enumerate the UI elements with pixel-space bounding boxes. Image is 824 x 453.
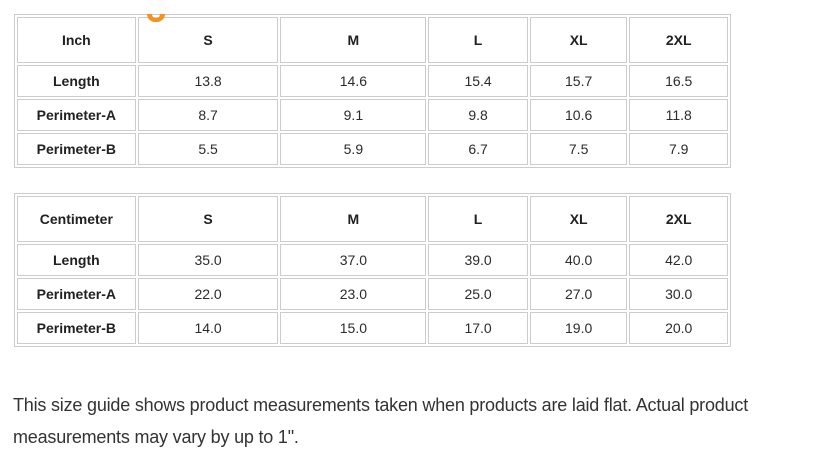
measurement-value: 39.0 bbox=[428, 244, 528, 276]
measurement-value: 7.9 bbox=[629, 133, 728, 165]
size-col-header-l: L bbox=[428, 17, 528, 63]
size-col-header-2xl: 2XL bbox=[629, 17, 728, 63]
size-col-header-m: M bbox=[280, 196, 427, 242]
measurement-value: 9.8 bbox=[428, 99, 528, 131]
measurement-row-perimeter-b: Perimeter-B 14.0 15.0 17.0 19.0 20.0 bbox=[17, 312, 728, 344]
size-col-header-l: L bbox=[428, 196, 528, 242]
measurement-value: 7.5 bbox=[529, 133, 628, 165]
measurement-value: 23.0 bbox=[280, 278, 427, 310]
unit-header-cell: Centimeter bbox=[17, 196, 136, 242]
centimeter-header-row: Centimeter S M L XL 2XL bbox=[17, 196, 728, 242]
measurement-value: 14.0 bbox=[137, 312, 279, 344]
measurement-value: 27.0 bbox=[529, 278, 628, 310]
measurement-value: 22.0 bbox=[137, 278, 279, 310]
measurement-value: 40.0 bbox=[529, 244, 628, 276]
measurement-value: 11.8 bbox=[629, 99, 728, 131]
row-label: Perimeter-B bbox=[17, 133, 136, 165]
measurement-value: 19.0 bbox=[529, 312, 628, 344]
measurement-value: 13.8 bbox=[137, 65, 279, 97]
inch-size-table: Inch S M L XL 2XL Length 13.8 14.6 15.4 … bbox=[14, 14, 731, 168]
measurement-value: 42.0 bbox=[629, 244, 728, 276]
measurement-value: 9.1 bbox=[280, 99, 427, 131]
centimeter-size-table: Centimeter S M L XL 2XL Length 35.0 37.0… bbox=[14, 193, 731, 347]
measurement-value: 25.0 bbox=[428, 278, 528, 310]
measurement-row-perimeter-a: Perimeter-A 22.0 23.0 25.0 27.0 30.0 bbox=[17, 278, 728, 310]
size-guide-page: { "decoration": { "partial_heading_glyph… bbox=[0, 14, 824, 453]
measurement-value: 20.0 bbox=[629, 312, 728, 344]
partial-heading-g-descender-icon bbox=[147, 14, 165, 22]
measurement-value: 14.6 bbox=[280, 65, 427, 97]
row-label: Perimeter-A bbox=[17, 99, 136, 131]
measurement-value: 15.7 bbox=[529, 65, 628, 97]
measurement-value: 17.0 bbox=[428, 312, 528, 344]
size-col-header-s: S bbox=[137, 196, 279, 242]
measurement-value: 10.6 bbox=[529, 99, 628, 131]
measurement-value: 37.0 bbox=[280, 244, 427, 276]
measurement-value: 5.5 bbox=[137, 133, 279, 165]
measurement-row-perimeter-a: Perimeter-A 8.7 9.1 9.8 10.6 11.8 bbox=[17, 99, 728, 131]
row-label: Perimeter-B bbox=[17, 312, 136, 344]
measurement-value: 30.0 bbox=[629, 278, 728, 310]
row-label: Length bbox=[17, 244, 136, 276]
measurement-value: 8.7 bbox=[137, 99, 279, 131]
row-label: Length bbox=[17, 65, 136, 97]
measurement-row-length: Length 13.8 14.6 15.4 15.7 16.5 bbox=[17, 65, 728, 97]
measurement-value: 5.9 bbox=[280, 133, 427, 165]
measurement-value: 35.0 bbox=[137, 244, 279, 276]
inch-header-row: Inch S M L XL 2XL bbox=[17, 17, 728, 63]
measurement-row-perimeter-b: Perimeter-B 5.5 5.9 6.7 7.5 7.9 bbox=[17, 133, 728, 165]
row-label: Perimeter-A bbox=[17, 278, 136, 310]
size-col-header-s: S bbox=[137, 17, 279, 63]
unit-header-cell: Inch bbox=[17, 17, 136, 63]
measurement-value: 6.7 bbox=[428, 133, 528, 165]
size-col-header-xl: XL bbox=[529, 17, 628, 63]
measurement-value: 15.4 bbox=[428, 65, 528, 97]
size-col-header-m: M bbox=[280, 17, 427, 63]
size-col-header-2xl: 2XL bbox=[629, 196, 728, 242]
size-guide-note: This size guide shows product measuremen… bbox=[13, 395, 748, 447]
measurement-value: 16.5 bbox=[629, 65, 728, 97]
size-col-header-xl: XL bbox=[529, 196, 628, 242]
measurement-value: 15.0 bbox=[280, 312, 427, 344]
measurement-row-length: Length 35.0 37.0 39.0 40.0 42.0 bbox=[17, 244, 728, 276]
